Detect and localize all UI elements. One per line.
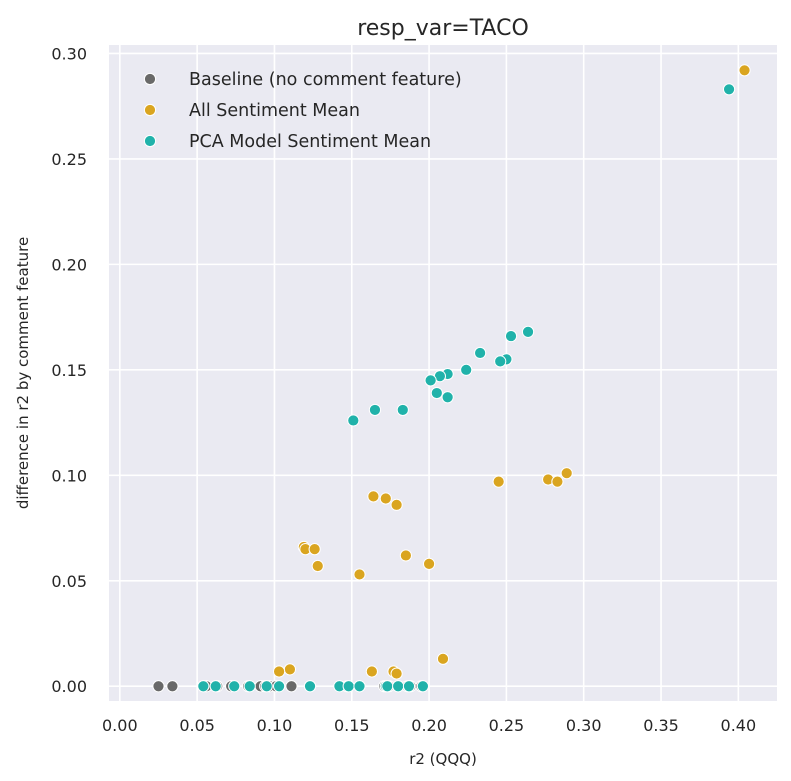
chart-title: resp_var=TACO xyxy=(357,16,529,41)
data-point xyxy=(381,680,394,693)
series-2 xyxy=(272,64,751,680)
data-point xyxy=(272,680,286,693)
data-point xyxy=(166,680,179,693)
data-point xyxy=(353,680,366,693)
data-point xyxy=(197,680,210,693)
y-tick-label: 0.15 xyxy=(51,361,87,380)
x-axis-label: r2 (QQQ) xyxy=(409,750,477,768)
y-tick-label: 0.25 xyxy=(51,150,87,169)
data-point xyxy=(347,414,360,427)
y-tick-label: 0.20 xyxy=(51,255,87,274)
legend-marker xyxy=(143,103,157,117)
x-tick-label: 0.15 xyxy=(334,716,370,735)
data-point xyxy=(474,346,487,360)
grid-lines xyxy=(109,45,777,701)
y-tick-label: 0.30 xyxy=(51,44,87,63)
x-tick-label: 0.20 xyxy=(411,716,447,735)
data-points xyxy=(152,64,751,693)
data-point xyxy=(551,475,564,488)
data-point xyxy=(492,475,505,488)
data-point xyxy=(424,374,437,387)
data-point xyxy=(402,680,416,693)
x-tick-label: 0.10 xyxy=(257,716,293,735)
legend-marker xyxy=(143,134,157,148)
data-point xyxy=(416,680,429,693)
data-point xyxy=(560,467,573,480)
data-point xyxy=(390,498,403,511)
data-point xyxy=(436,652,450,665)
data-point xyxy=(342,680,355,693)
data-point xyxy=(738,64,751,77)
x-tick-label: 0.05 xyxy=(179,716,215,735)
data-point xyxy=(368,403,382,417)
data-point xyxy=(392,680,405,693)
data-point xyxy=(494,355,507,368)
y-tick-labels: 0.00 0.05 0.10 0.15 0.20 0.25 0.30 xyxy=(51,44,87,696)
x-tick-label: 0.30 xyxy=(566,716,602,735)
data-point xyxy=(521,325,535,338)
data-point xyxy=(308,543,321,556)
data-point xyxy=(422,557,436,570)
x-tick-label: 0.40 xyxy=(721,716,757,735)
x-tick-label: 0.00 xyxy=(102,716,138,735)
data-point xyxy=(367,490,380,503)
series-3 xyxy=(197,83,736,693)
data-point xyxy=(365,665,378,678)
data-point xyxy=(379,492,392,505)
legend-label: Baseline (no comment feature) xyxy=(189,70,462,90)
data-point xyxy=(209,680,222,693)
x-tick-label: 0.25 xyxy=(489,716,525,735)
data-point xyxy=(311,559,324,573)
data-point xyxy=(243,680,256,693)
y-tick-label: 0.00 xyxy=(51,677,87,696)
data-point xyxy=(285,680,298,693)
data-point xyxy=(353,568,366,581)
data-point xyxy=(430,386,443,400)
x-tick-labels: 0.00 0.05 0.10 0.15 0.20 0.25 0.30 0.35 0.40 xyxy=(102,716,756,735)
legend-label: All Sentiment Mean xyxy=(189,101,360,121)
data-point xyxy=(228,680,241,693)
data-point xyxy=(283,663,297,676)
data-point xyxy=(722,83,736,96)
data-point xyxy=(272,665,286,678)
data-point xyxy=(303,680,317,693)
legend-label: PCA Model Sentiment Mean xyxy=(189,132,431,152)
y-tick-label: 0.10 xyxy=(51,466,87,485)
y-axis-label: difference in r2 by comment feature xyxy=(14,237,32,509)
legend-marker xyxy=(143,72,157,86)
data-point xyxy=(396,403,409,417)
y-tick-label: 0.05 xyxy=(51,572,87,591)
data-point xyxy=(390,667,403,680)
legend: Baseline (no comment feature) All Sentime… xyxy=(143,70,462,152)
data-point xyxy=(260,680,273,693)
x-tick-label: 0.35 xyxy=(643,716,679,735)
data-point xyxy=(399,549,412,562)
data-point xyxy=(441,391,454,404)
data-point xyxy=(504,329,518,343)
data-point xyxy=(460,363,473,376)
data-point xyxy=(152,680,165,693)
